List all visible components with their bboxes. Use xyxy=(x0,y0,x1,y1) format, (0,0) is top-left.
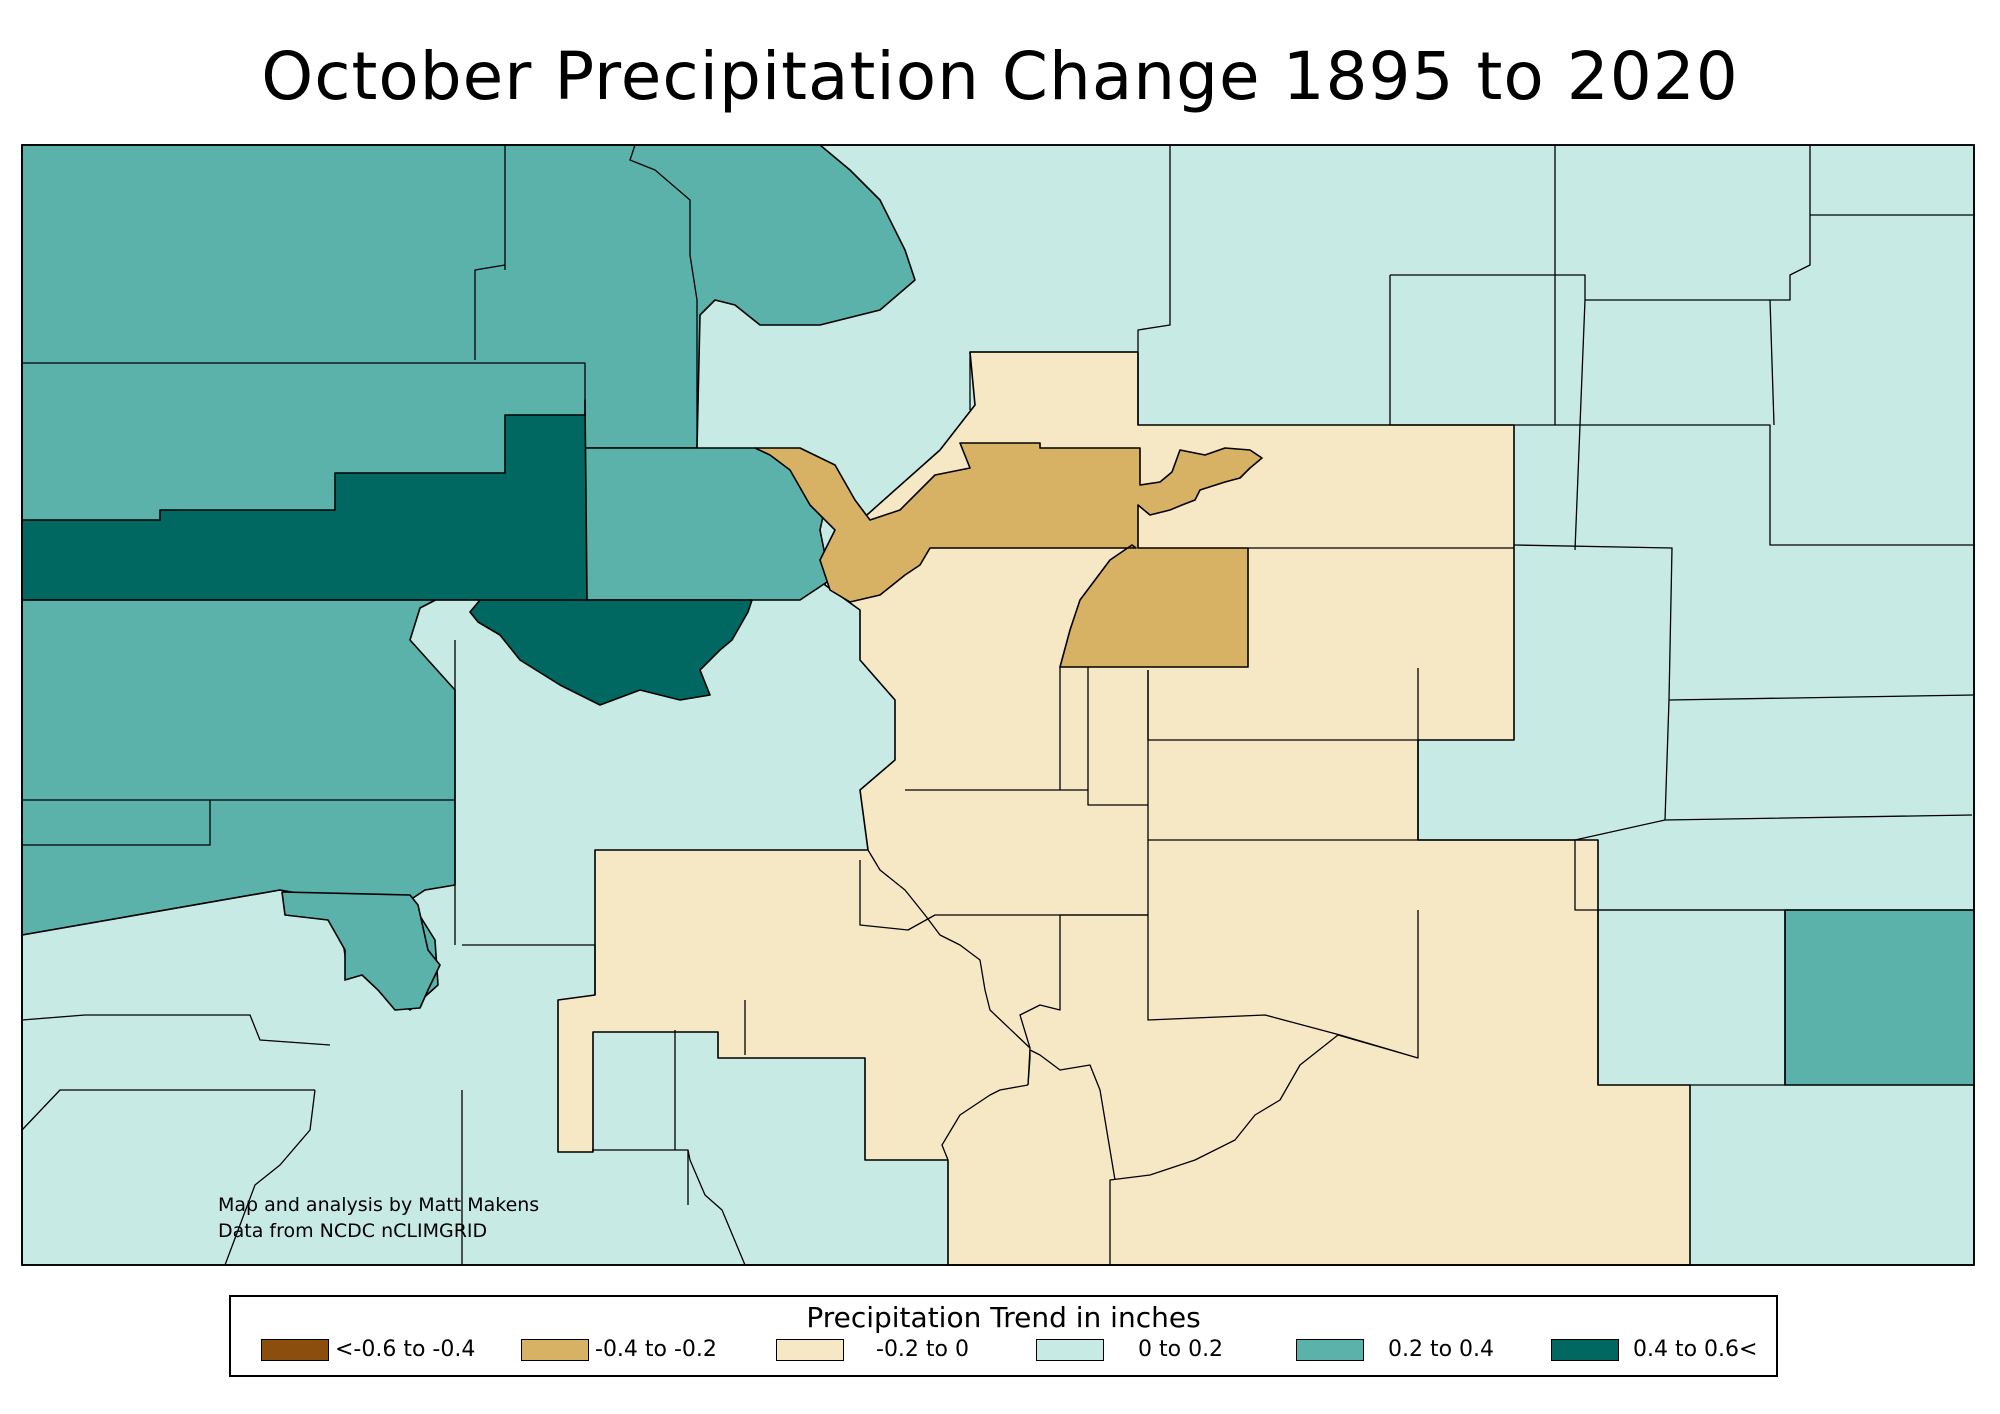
county-region xyxy=(21,399,753,706)
map-credit: Map and analysis by Matt Makens Data fro… xyxy=(218,1192,539,1244)
legend-label: -0.2 to 0 xyxy=(876,1337,969,1362)
credit-author: Map and analysis by Matt Makens xyxy=(218,1194,540,1216)
legend-label: 0 to 0.2 xyxy=(1138,1337,1224,1362)
legend-swatch xyxy=(776,1339,844,1361)
county-region xyxy=(281,891,441,1011)
legend-swatch xyxy=(1296,1339,1364,1361)
legend-label: 0.2 to 0.4 xyxy=(1388,1337,1495,1362)
county-region xyxy=(1784,909,1975,1086)
legend-title: Precipitation Trend in inches xyxy=(806,1301,1201,1334)
legend-swatch xyxy=(1036,1339,1104,1361)
credit-source: Data from NCDC nCLIMGRID xyxy=(218,1220,488,1242)
legend-label: -0.4 to -0.2 xyxy=(595,1337,717,1362)
legend-label: <-0.6 to -0.4 xyxy=(335,1337,476,1362)
legend-swatch xyxy=(521,1339,589,1361)
legend-swatch xyxy=(1551,1339,1619,1361)
legend-swatch xyxy=(261,1339,329,1361)
county-region xyxy=(754,442,1263,668)
legend: Precipitation Trend in inches <-0.6 to -… xyxy=(229,1295,1778,1377)
legend-label: 0.4 to 0.6< xyxy=(1633,1337,1758,1362)
map-title: October Precipitation Change 1895 to 202… xyxy=(261,38,1739,115)
